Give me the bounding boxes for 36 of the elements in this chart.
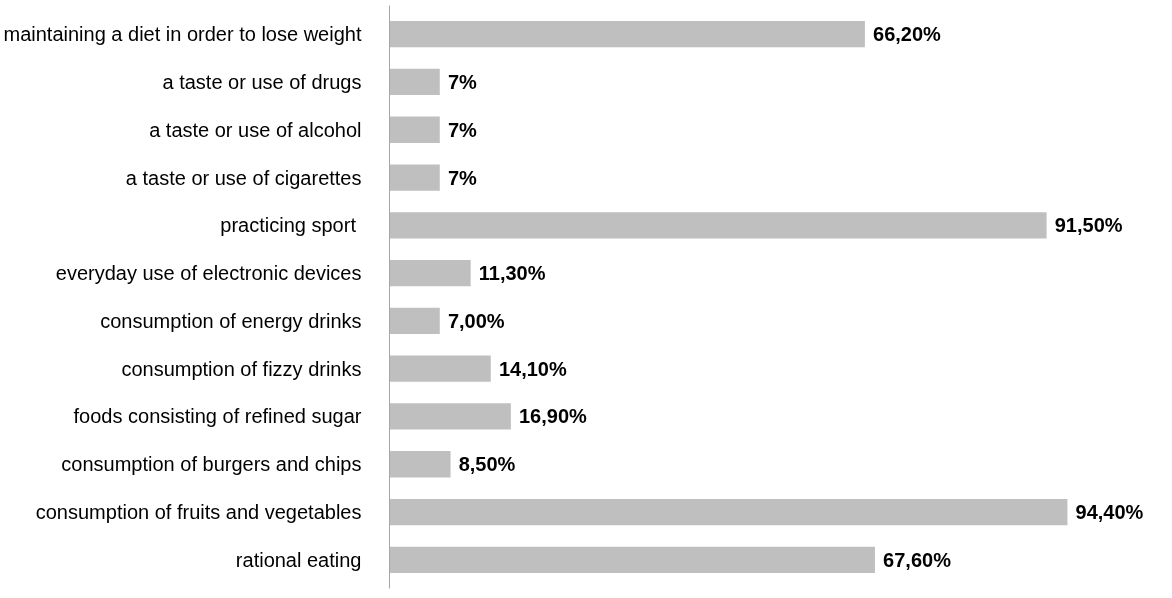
data-label: 16,90% — [519, 405, 588, 428]
data-label: 7,00% — [447, 309, 505, 332]
y-tick-label: consumption of burgers and chips — [61, 453, 362, 476]
bar — [389, 164, 440, 191]
bar — [389, 355, 491, 382]
bar — [389, 116, 440, 143]
y-tick-label: consumption of energy drinks — [100, 309, 362, 332]
data-label: 7% — [447, 70, 478, 93]
y-tick-label: practicing sport — [220, 214, 357, 237]
bar — [389, 403, 511, 430]
y-tick-label: maintaining a diet in order to lose weight — [3, 23, 362, 46]
bar — [389, 451, 451, 478]
y-tick-label: a taste or use of cigarettes — [125, 166, 362, 189]
bar — [389, 307, 440, 335]
data-label: 67,60% — [883, 548, 952, 571]
y-tick-label: consumption of fruits and vegetables — [35, 501, 362, 524]
data-label: 8,50% — [458, 453, 516, 476]
y-tick-label: rational eating — [235, 548, 362, 571]
y-tick-label: foods consisting of refined sugar — [73, 405, 362, 428]
bar — [389, 68, 440, 96]
y-tick-label: a taste or use of drugs — [162, 70, 362, 93]
y-tick-label: consumption of fizzy drinks — [121, 357, 362, 380]
data-label: 66,20% — [873, 23, 942, 46]
data-label: 14,10% — [498, 357, 567, 380]
data-label: 7% — [447, 166, 478, 189]
data-label: 94,40% — [1075, 501, 1144, 524]
bar — [389, 212, 1047, 239]
data-label: 91,50% — [1054, 214, 1123, 237]
data-label: 11,30% — [478, 262, 546, 285]
bar — [389, 21, 865, 48]
y-tick-label: a taste or use of alcohol — [149, 118, 362, 141]
y-tick-label: everyday use of electronic devices — [55, 262, 362, 285]
bar — [389, 259, 471, 287]
bar — [389, 546, 875, 573]
data-label: 7% — [447, 118, 478, 141]
bar — [389, 498, 1068, 526]
